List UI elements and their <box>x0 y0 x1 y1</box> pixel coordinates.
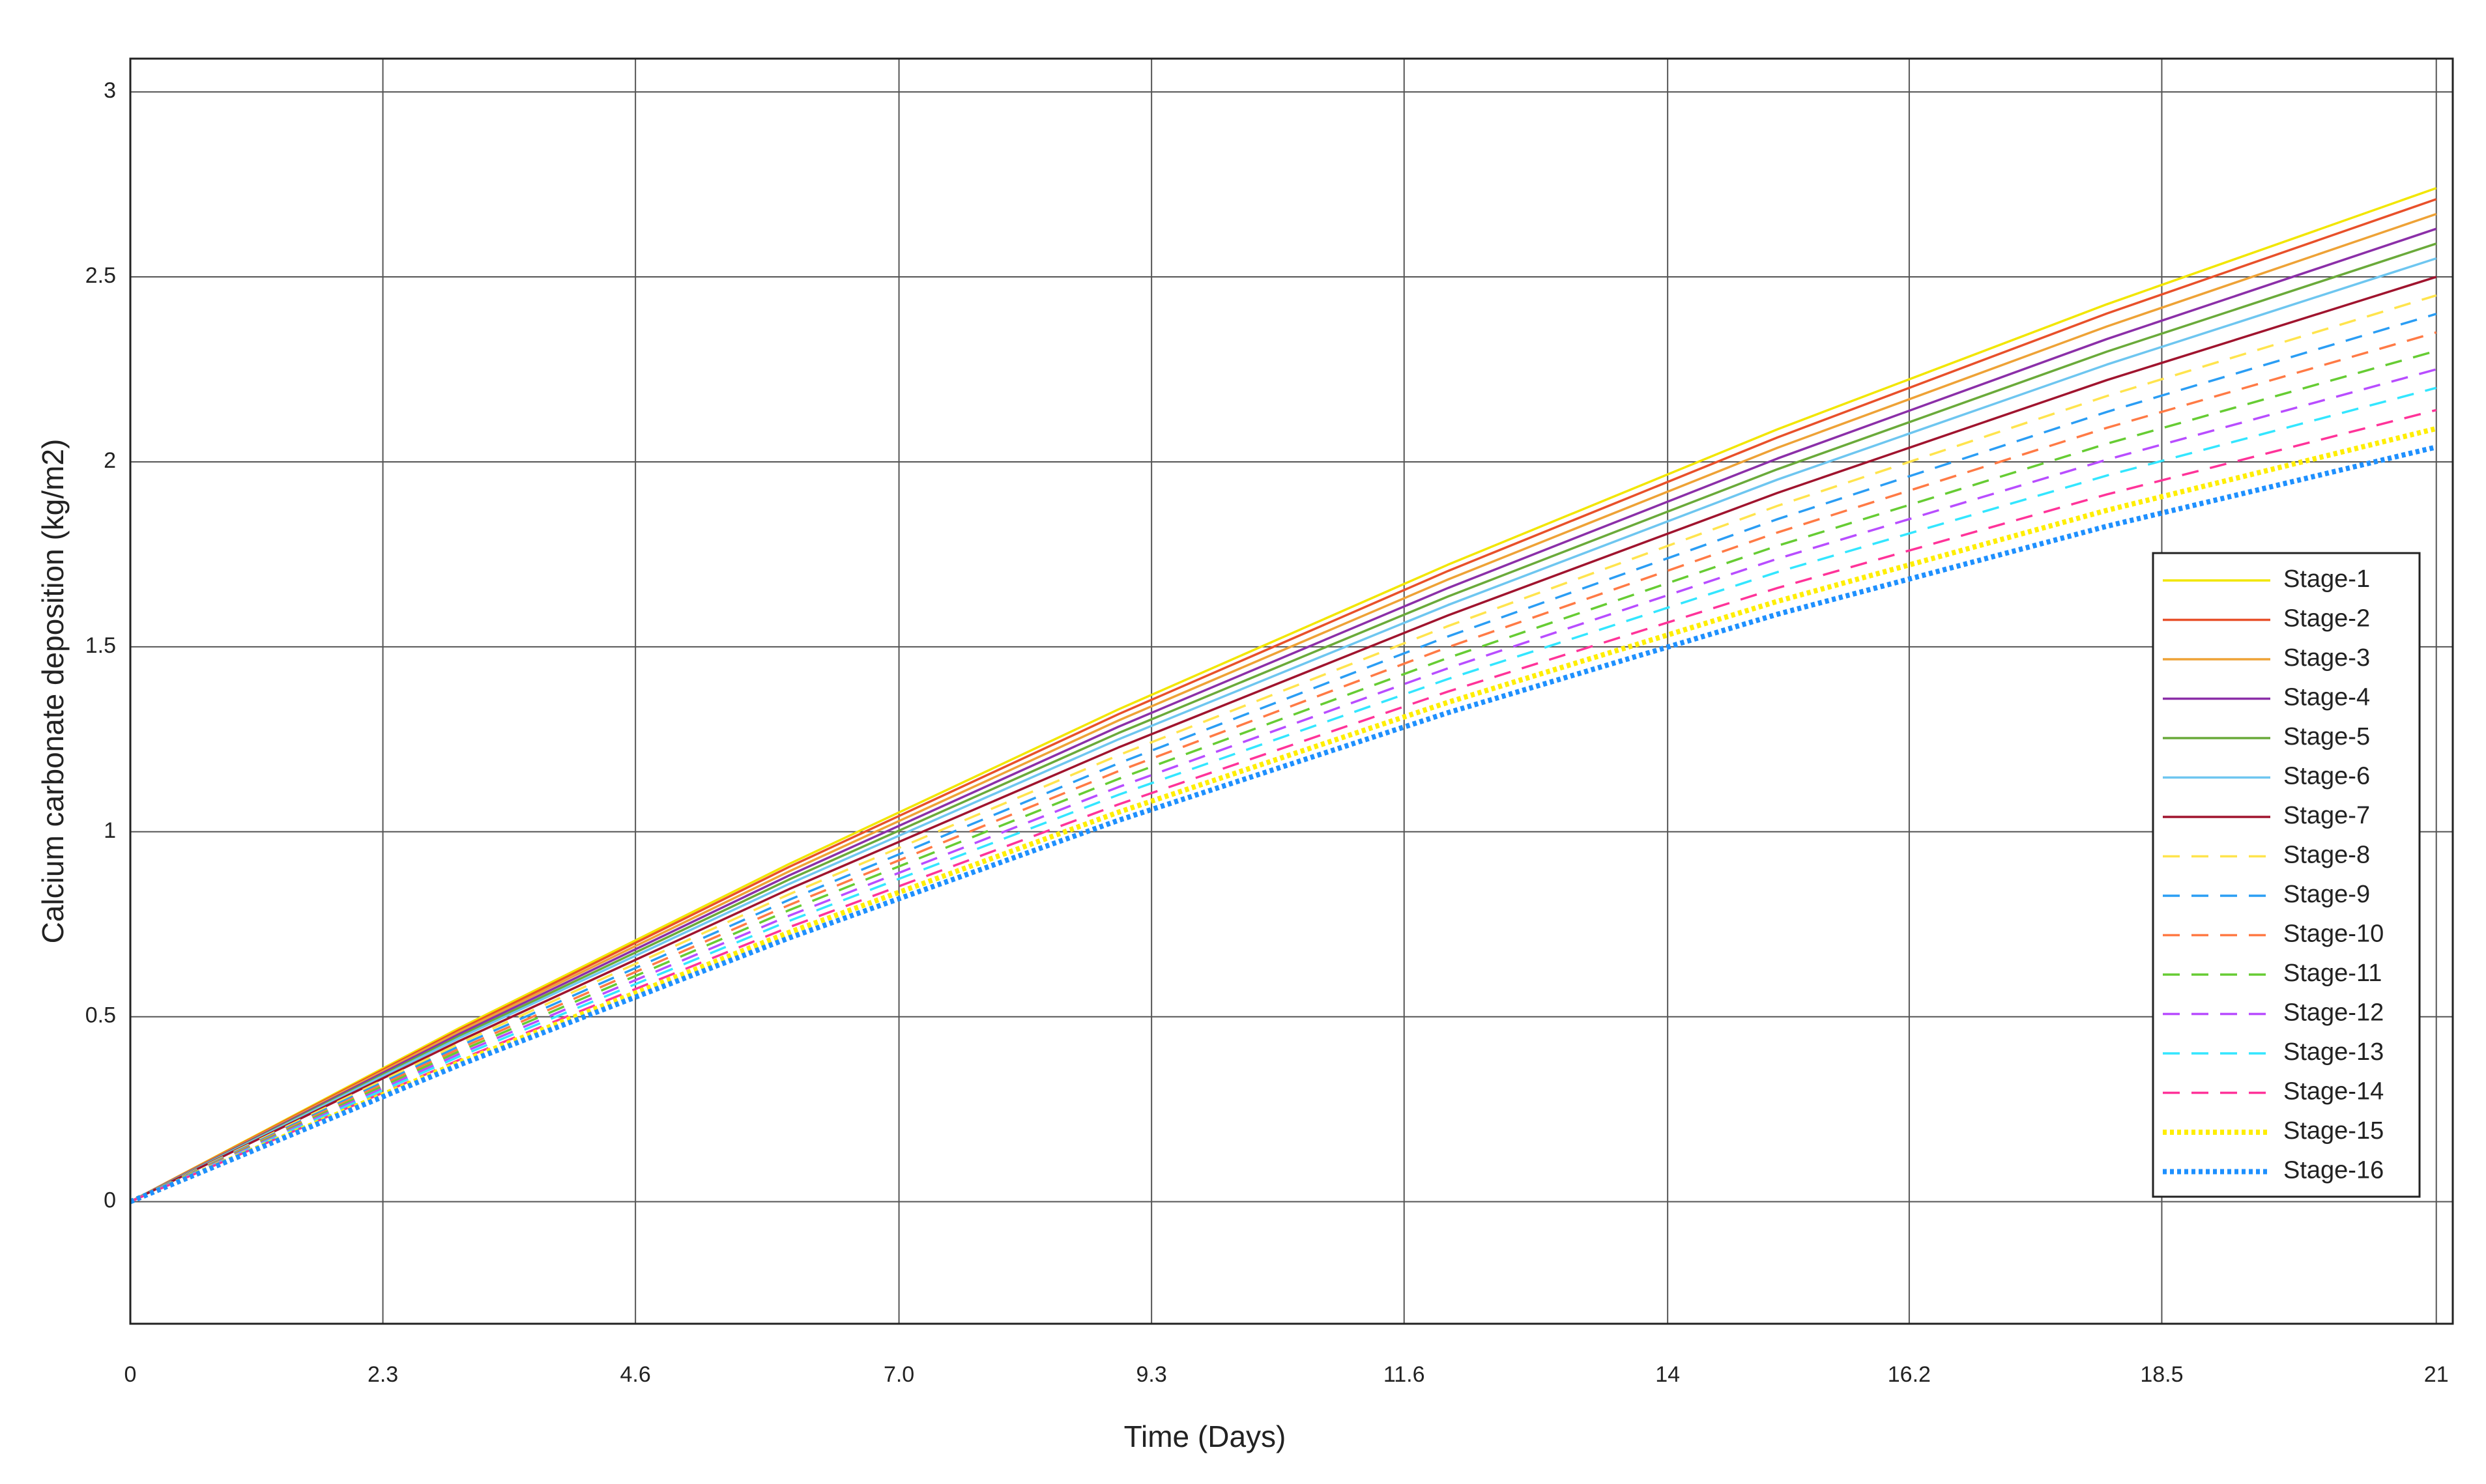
legend-label: Stage-2 <box>2283 605 2370 633</box>
y-tick-label: 2.5 <box>85 263 116 288</box>
series-line <box>130 257 2437 1203</box>
x-tick-label: 2.3 <box>368 1362 398 1387</box>
series-line <box>130 368 2437 1203</box>
plot-area <box>130 59 2453 1324</box>
legend-label: Stage-8 <box>2283 842 2370 869</box>
y-axis-label: Calcium carbonate deposition (kg/m2) <box>36 439 70 944</box>
legend-label: Stage-5 <box>2283 723 2370 750</box>
legend-label: Stage-11 <box>2283 960 2382 987</box>
legend-label: Stage-1 <box>2283 565 2370 593</box>
legend-label: Stage-14 <box>2283 1078 2384 1106</box>
legend-label: Stage-15 <box>2283 1117 2384 1145</box>
series-line <box>130 294 2437 1203</box>
series-line <box>130 313 2437 1203</box>
lines <box>129 187 2437 1205</box>
legend-label: Stage-9 <box>2283 881 2370 908</box>
y-tick-label: 3 <box>104 78 116 103</box>
series-line <box>130 227 2437 1203</box>
x-axis-label: Time (Days) <box>1124 1420 1286 1453</box>
series-line <box>130 386 2437 1203</box>
plot-border <box>129 57 2454 1325</box>
y-tick-label: 1 <box>104 818 116 843</box>
legend-label: Stage-7 <box>2283 802 2370 829</box>
x-tick-label: 9.3 <box>1136 1362 1167 1387</box>
series-line <box>129 425 2437 1205</box>
legend-label: Stage-12 <box>2283 999 2384 1027</box>
y-tick-label: 0 <box>104 1188 116 1213</box>
legend-label: Stage-4 <box>2283 684 2370 711</box>
legend-label: Stage-10 <box>2283 920 2384 948</box>
legend: Stage-1 Stage-2 Stage-3 Stage-4 Stage-5 Stage… <box>2152 552 2421 1198</box>
legend-label: Stage-13 <box>2283 1038 2384 1066</box>
x-tick-label: 7.0 <box>884 1362 914 1387</box>
series-line <box>130 242 2437 1203</box>
x-tick-label: 18.5 <box>2140 1362 2183 1387</box>
y-tick-label: 0.5 <box>85 1003 116 1028</box>
legend-label: Stage-3 <box>2283 644 2370 672</box>
x-tick-label: 4.6 <box>620 1362 651 1387</box>
legend-label: Stage-6 <box>2283 763 2370 790</box>
series-line <box>130 408 2437 1203</box>
y-tick-label: 1.5 <box>85 633 116 658</box>
series-line <box>130 276 2437 1203</box>
ticks: 0 2.3 4.6 7.0 9.3 11.6 14 16.2 18.5 21 0 0.5 1 1.5 2 2.… <box>85 78 2449 1387</box>
y-tick-label: 2 <box>104 448 116 473</box>
series-line <box>130 331 2437 1203</box>
series-line <box>130 212 2437 1203</box>
x-tick-label: 14 <box>1655 1362 1680 1387</box>
x-tick-label: 11.6 <box>1383 1362 1425 1387</box>
x-tick-label: 16.2 <box>1888 1362 1931 1387</box>
x-tick-label: 21 <box>2424 1362 2449 1387</box>
series-line <box>130 198 2437 1203</box>
x-tick-label: 0 <box>124 1362 137 1387</box>
series-line <box>130 187 2437 1203</box>
legend-label: Stage-16 <box>2283 1157 2384 1184</box>
